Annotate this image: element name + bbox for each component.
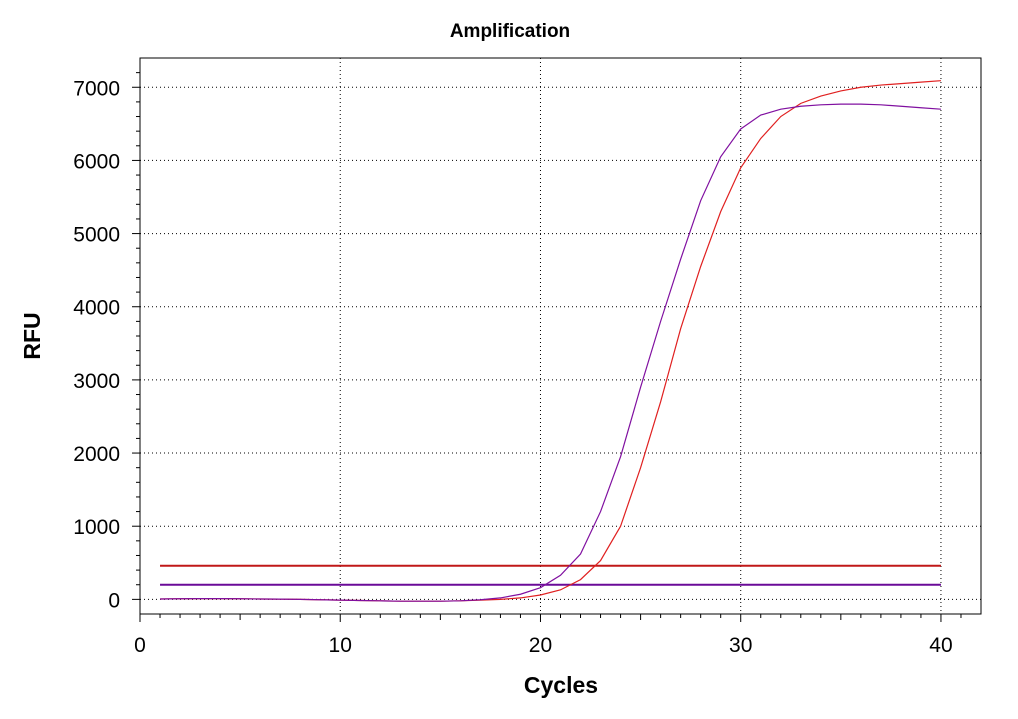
y-tick-labels: 0 1000 2000 3000 4000 5000 6000 7000 bbox=[73, 77, 120, 612]
x-tick-label: 0 bbox=[134, 634, 146, 657]
x-tick-label: 40 bbox=[929, 634, 952, 657]
series-lines bbox=[160, 80, 941, 602]
y-tick-label: 1000 bbox=[73, 516, 120, 539]
y-tick-label: 2000 bbox=[73, 443, 120, 466]
plot-frame bbox=[139, 57, 982, 615]
y-axis-label: RFU bbox=[19, 312, 45, 359]
x-tick-label: 10 bbox=[329, 634, 352, 657]
grid-lines bbox=[140, 58, 981, 614]
x-tick-label: 30 bbox=[729, 634, 752, 657]
x-tick-labels: 0 10 20 30 40 bbox=[134, 634, 952, 657]
y-tick-label: 3000 bbox=[73, 370, 120, 393]
y-tick-label: 6000 bbox=[73, 150, 120, 173]
y-tick-label: 5000 bbox=[73, 224, 120, 247]
series-line-2 bbox=[160, 103, 941, 602]
y-tick-label: 7000 bbox=[73, 77, 120, 100]
series-line-1 bbox=[160, 80, 941, 602]
x-tick-label: 20 bbox=[529, 634, 552, 657]
axis-ticks bbox=[132, 72, 962, 622]
threshold-lines bbox=[160, 564, 941, 586]
x-axis-label: Cycles bbox=[524, 672, 598, 698]
y-tick-label: 0 bbox=[108, 589, 120, 612]
y-tick-label: 4000 bbox=[73, 297, 120, 320]
chart-title: Amplification bbox=[450, 21, 570, 42]
